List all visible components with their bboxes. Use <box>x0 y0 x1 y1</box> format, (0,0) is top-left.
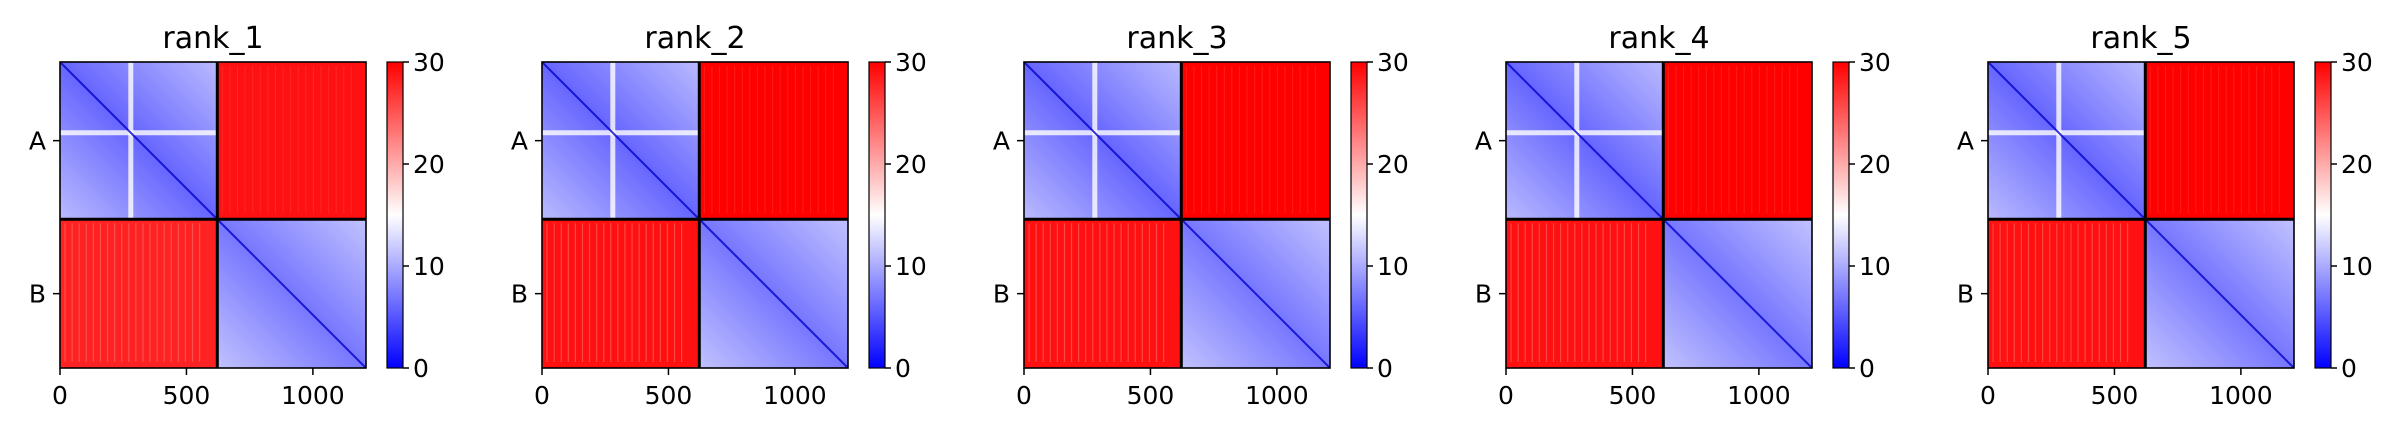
panel-title: rank_5 <box>2090 21 2191 56</box>
x-tick-label: 1000 <box>281 381 345 410</box>
heatmap-block-A-B <box>1663 62 1812 220</box>
x-tick-label: 0 <box>1016 381 1032 410</box>
colorbar-tick-label: 20 <box>1377 150 1409 179</box>
colorbar <box>2315 62 2331 368</box>
diagonal-line <box>60 62 366 368</box>
heatmap-block-A-B <box>699 62 848 220</box>
colorbar-tick-label: 10 <box>1377 252 1409 281</box>
y-tick-label: B <box>29 280 46 309</box>
colorbar-frame <box>1350 61 1368 369</box>
y-tick-label: A <box>1957 127 1974 156</box>
panel-title: rank_2 <box>644 21 745 56</box>
heatmap-area <box>1024 62 1330 368</box>
colorbar-tick-label: 0 <box>2341 354 2357 383</box>
diagonal-line <box>1506 62 1812 368</box>
colorbar-tick-label: 30 <box>1377 48 1409 77</box>
heatmap-block-A-B <box>1181 62 1330 220</box>
heatmap-block-B-A <box>1024 219 1182 368</box>
x-tick-label: 0 <box>534 381 550 410</box>
plot-frame <box>1023 61 1331 369</box>
colorbar-tick-label: 30 <box>895 48 927 77</box>
diagonal-line <box>1988 62 2294 368</box>
heatmap-area <box>542 62 848 368</box>
heatmap-block-B-A <box>1506 219 1664 368</box>
colorbar-tick-label: 10 <box>895 252 927 281</box>
x-tick-label: 500 <box>1609 381 1657 410</box>
colorbar-frame <box>386 61 404 369</box>
x-tick-label: 0 <box>1980 381 1996 410</box>
colorbar-tick-label: 10 <box>413 252 445 281</box>
x-tick-label: 1000 <box>1727 381 1791 410</box>
heatmap-area <box>1506 62 1812 368</box>
x-tick-label: 1000 <box>2209 381 2273 410</box>
colorbar <box>1833 62 1849 368</box>
colorbar-tick-label: 10 <box>1859 252 1891 281</box>
colorbar-frame <box>868 61 886 369</box>
diagonal-line <box>1024 62 1330 368</box>
x-tick-label: 1000 <box>763 381 827 410</box>
y-tick-label: A <box>511 127 528 156</box>
colorbar-tick-label: 0 <box>413 354 429 383</box>
panel-title: rank_3 <box>1126 21 1227 56</box>
y-tick-label: A <box>1475 127 1492 156</box>
y-tick-label: A <box>29 127 46 156</box>
colorbar <box>1351 62 1367 368</box>
y-tick-label: A <box>993 127 1010 156</box>
x-tick-label: 500 <box>2091 381 2139 410</box>
panel-rank_5: rank_5 0 500 1000 A B 0 10 20 30 <box>1957 21 2373 410</box>
panel-rank_2: rank_2 0 500 1000 A B 0 10 20 30 <box>511 21 927 410</box>
y-tick-label: B <box>1957 280 1974 309</box>
heatmap-block-A-B <box>217 62 366 220</box>
panel-title: rank_4 <box>1608 21 1709 56</box>
y-tick-label: B <box>993 280 1010 309</box>
heatmap-block-B-A <box>60 219 218 368</box>
diagonal-line <box>542 62 848 368</box>
y-tick-label: B <box>511 280 528 309</box>
panel-rank_4: rank_4 0 500 1000 A B 0 10 20 30 <box>1475 21 1891 410</box>
colorbar-tick-label: 0 <box>895 354 911 383</box>
colorbar-tick-label: 30 <box>1859 48 1891 77</box>
x-tick-label: 0 <box>1498 381 1514 410</box>
panel-title: rank_1 <box>162 21 263 56</box>
plot-frame <box>1987 61 2295 369</box>
colorbar-tick-label: 30 <box>2341 48 2373 77</box>
x-tick-label: 500 <box>1127 381 1175 410</box>
heatmap-area <box>1988 62 2294 368</box>
colorbar <box>869 62 885 368</box>
y-tick-label: B <box>1475 280 1492 309</box>
x-tick-label: 1000 <box>1245 381 1309 410</box>
colorbar-tick-label: 20 <box>413 150 445 179</box>
heatmap-block-A-B <box>2145 62 2294 220</box>
x-tick-label: 500 <box>163 381 211 410</box>
colorbar-tick-label: 30 <box>413 48 445 77</box>
colorbar-frame <box>2314 61 2332 369</box>
colorbar-tick-label: 20 <box>895 150 927 179</box>
colorbar-tick-label: 0 <box>1377 354 1393 383</box>
colorbar <box>387 62 403 368</box>
heatmap-block-B-A <box>1988 219 2146 368</box>
plot-frame <box>1505 61 1813 369</box>
colorbar-tick-label: 10 <box>2341 252 2373 281</box>
colorbar-tick-label: 20 <box>1859 150 1891 179</box>
plot-frame <box>541 61 849 369</box>
heatmap-block-B-A <box>542 219 700 368</box>
heatmap-area <box>60 62 366 368</box>
panel-rank_3: rank_3 0 500 1000 A B 0 10 20 30 <box>993 21 1409 410</box>
colorbar-tick-label: 0 <box>1859 354 1875 383</box>
colorbar-frame <box>1832 61 1850 369</box>
x-tick-label: 0 <box>52 381 68 410</box>
x-tick-label: 500 <box>645 381 693 410</box>
panel-rank_1: rank_1 0 500 1000 A B 0 10 20 30 <box>29 21 445 410</box>
plot-frame <box>59 61 367 369</box>
colorbar-tick-label: 20 <box>2341 150 2373 179</box>
